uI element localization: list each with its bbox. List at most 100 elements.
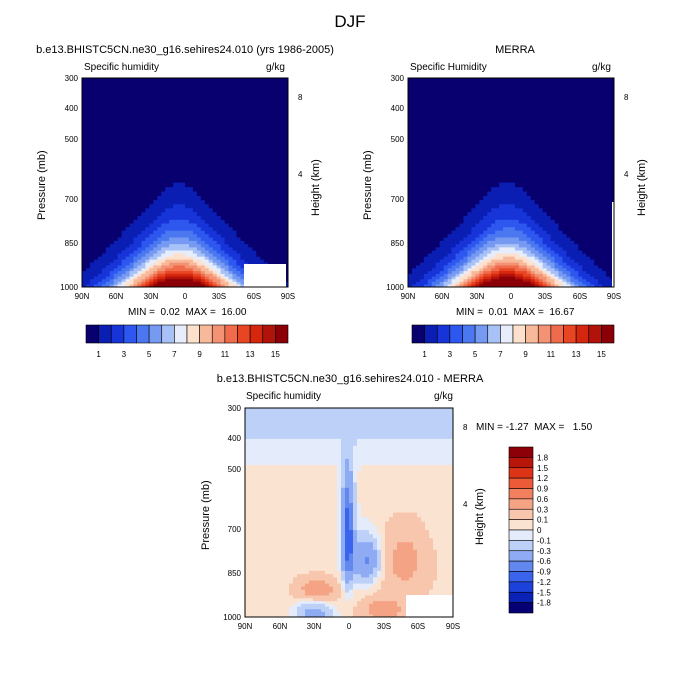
contour-cell (93, 247, 99, 251)
contour-cell (141, 101, 146, 110)
contour-cell (177, 259, 182, 263)
contour-cell (173, 101, 178, 110)
contour-cell (149, 128, 154, 136)
contour-cell (264, 230, 269, 235)
contour-cell (161, 200, 166, 205)
contour-cell (145, 271, 150, 275)
contour-cell (586, 182, 591, 188)
contour-cell (82, 279, 87, 283)
contour-cell (507, 223, 512, 228)
contour-cell (200, 195, 206, 201)
contour-cell (216, 268, 222, 272)
contour-cell (185, 152, 190, 159)
contour-cell (423, 244, 429, 248)
contour-cell (467, 168, 472, 174)
contour-cell (276, 234, 281, 238)
contour-cell (208, 128, 214, 136)
contour-cell (467, 219, 472, 224)
contour-cell (566, 216, 571, 221)
contour-cell (435, 262, 441, 266)
contour-cell (157, 271, 162, 275)
contour-cell (256, 78, 261, 87)
panel1-frame (81, 77, 289, 288)
contour-cell (467, 152, 472, 159)
contour-cell (578, 78, 583, 87)
contour-cell (435, 191, 441, 197)
contour-cell (570, 271, 575, 275)
contour-cell (451, 284, 456, 288)
contour-cell (125, 262, 130, 266)
contour-cell (459, 195, 464, 201)
contour-cell (411, 268, 417, 272)
contour-cell (475, 182, 480, 188)
contour-cell (546, 271, 552, 275)
contour-cell (518, 168, 524, 174)
contour-cell (232, 268, 237, 272)
contour-cell (169, 187, 174, 192)
contour-cell (427, 276, 433, 280)
contour-cell (507, 259, 512, 263)
contour-cell (109, 244, 115, 248)
contour-cell (204, 177, 210, 183)
contour-cell (85, 253, 91, 258)
contour-cell (491, 212, 496, 217)
contour-cell (256, 256, 261, 261)
contour-cell (208, 227, 214, 232)
contour-cell (117, 219, 123, 224)
contour-cell (518, 212, 524, 217)
contour-cell (232, 86, 237, 95)
contour-cell (487, 195, 492, 201)
contour-cell (212, 227, 218, 232)
contour-cell (252, 177, 257, 183)
contour-cell (137, 271, 142, 275)
contour-cell (165, 271, 170, 275)
contour-cell (252, 256, 257, 261)
contour-cell (530, 256, 536, 261)
contour-cell (181, 200, 186, 205)
contour-cell (451, 135, 456, 142)
contour-cell (562, 182, 567, 188)
contour-cell (499, 250, 504, 255)
contour-cell (177, 108, 182, 117)
contour-cell (157, 163, 162, 169)
contour-cell (558, 227, 563, 232)
contour-cell (507, 276, 512, 280)
contour-cell (408, 271, 413, 275)
contour-cell (212, 244, 218, 248)
contour-cell (212, 108, 218, 117)
contour-cell (534, 240, 540, 245)
contour-cell (570, 187, 575, 192)
contour-cell (459, 182, 464, 188)
contour-cell (566, 253, 571, 258)
contour-cell (173, 284, 178, 288)
contour-cell (503, 250, 508, 255)
contour-cell (109, 268, 115, 272)
contour-cell (463, 268, 468, 272)
contour-cell (471, 262, 476, 266)
contour-cell (570, 163, 575, 169)
contour-cell (244, 240, 249, 245)
contour-cell (471, 108, 476, 117)
contour-cell (443, 157, 449, 164)
contour-cell (435, 216, 441, 221)
contour-cell (236, 86, 241, 95)
contour-cell (530, 173, 536, 179)
contour-cell (435, 157, 441, 164)
contour-cell (435, 187, 441, 192)
contour-cell (264, 253, 269, 258)
contour-cell (479, 230, 484, 235)
contour-cell (173, 216, 178, 221)
contour-cell (157, 86, 162, 95)
contour-cell (256, 108, 261, 117)
contour-cell (196, 195, 202, 201)
contour-cell (192, 281, 198, 285)
contour-cell (546, 128, 552, 136)
contour-cell (284, 276, 289, 280)
contour-cell (435, 195, 441, 201)
contour-cell (169, 101, 174, 110)
contour-cell (276, 168, 281, 174)
contour-cell (101, 223, 107, 228)
contour-cell (518, 94, 524, 103)
contour-cell (93, 168, 99, 174)
contour-cell (419, 115, 425, 123)
